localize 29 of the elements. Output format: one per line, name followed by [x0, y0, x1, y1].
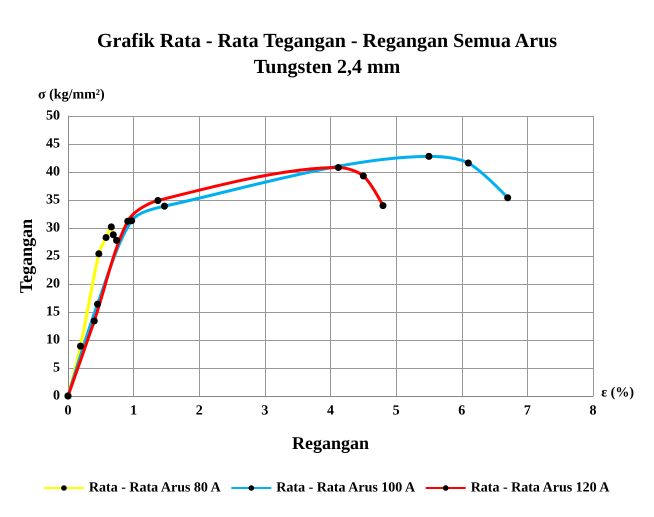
- x-tick-label: 3: [261, 404, 268, 418]
- x-tick-label: 8: [590, 404, 596, 418]
- chart-subtitle: Tungsten 2,4 mm: [254, 56, 401, 78]
- y-tick-label: 10: [46, 332, 60, 348]
- chart-title: Grafik Rata - Rata Tegangan - Regangan Semua Arus: [96, 30, 558, 52]
- x-tick-label: 4: [327, 404, 334, 418]
- y-tick-label: 35: [46, 192, 60, 208]
- y-tick-label: 20: [46, 276, 60, 292]
- y-tick-label: 0: [53, 388, 60, 404]
- y-tick-label: 30: [46, 220, 60, 236]
- x-tick-label: 6: [458, 404, 466, 418]
- legend-label: Rata - Rata Arus 100 A: [276, 480, 416, 496]
- legend-label: Rata - Rata Arus 120 A: [470, 480, 610, 496]
- y-tick-label: 45: [46, 136, 60, 152]
- legend-label: Rata - Rata Arus 80 A: [88, 480, 222, 496]
- y-tick-label: 50: [46, 108, 60, 124]
- x-axis-title: Regangan: [292, 433, 370, 453]
- y-tick-label: 25: [46, 248, 60, 264]
- text: σ (kg/mm²): [38, 88, 105, 102]
- x-tick-label: 5: [392, 404, 400, 418]
- x-tick-label: 2: [196, 404, 203, 418]
- x-tick-label: 0: [64, 404, 72, 418]
- y-tick-label: 5: [53, 360, 60, 376]
- x-tick-label: 7: [524, 404, 531, 418]
- y-tick-label: 40: [46, 164, 60, 180]
- y-tick-label: 15: [46, 304, 60, 320]
- x-tick-label: 1: [130, 404, 138, 418]
- text: ε (%): [601, 386, 634, 400]
- y-axis-title: Tegangan: [16, 218, 36, 294]
